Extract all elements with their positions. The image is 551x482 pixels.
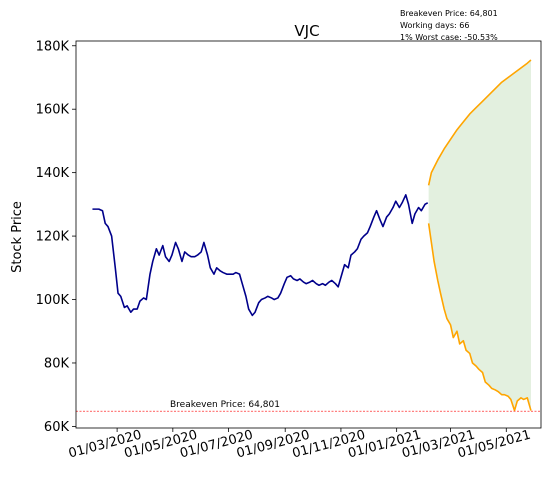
info-line-worst-case: 1% Worst case: -50.53% [400,33,498,42]
y-tick-label: 80K [44,356,70,371]
info-line-working-days: Working days: 66 [400,21,469,30]
info-line-breakeven: Breakeven Price: 64,801 [400,9,498,18]
y-tick-label: 100K [36,293,70,308]
y-tick-label: 120K [36,230,70,245]
y-tick-label: 180K [36,39,70,54]
historical-price-line [92,194,429,317]
y-tick-label: 140K [36,166,70,181]
plot-area: Breakeven Price: 64,801 [75,40,542,429]
forecast-lower-line [427,223,532,412]
y-tick-label: 60K [44,420,70,435]
series-layer [92,59,532,412]
breakeven-annotation: Breakeven Price: 64,801 [170,400,280,410]
chart-title: VJC [294,22,319,40]
breakeven-layer: Breakeven Price: 64,801 [76,400,541,412]
forecast-band [428,60,531,411]
plot-frame [75,40,542,429]
forecast-upper-line [427,59,532,186]
x-axis: 01/03/202001/05/202001/07/202001/09/2020… [67,428,532,462]
y-tick-label: 160K [36,103,70,118]
forecast-band-layer [428,60,531,411]
y-axis-label: Stock Price [10,201,25,273]
y-axis: 60K 80K 100K 120K 140K 160K 180K [36,39,76,435]
